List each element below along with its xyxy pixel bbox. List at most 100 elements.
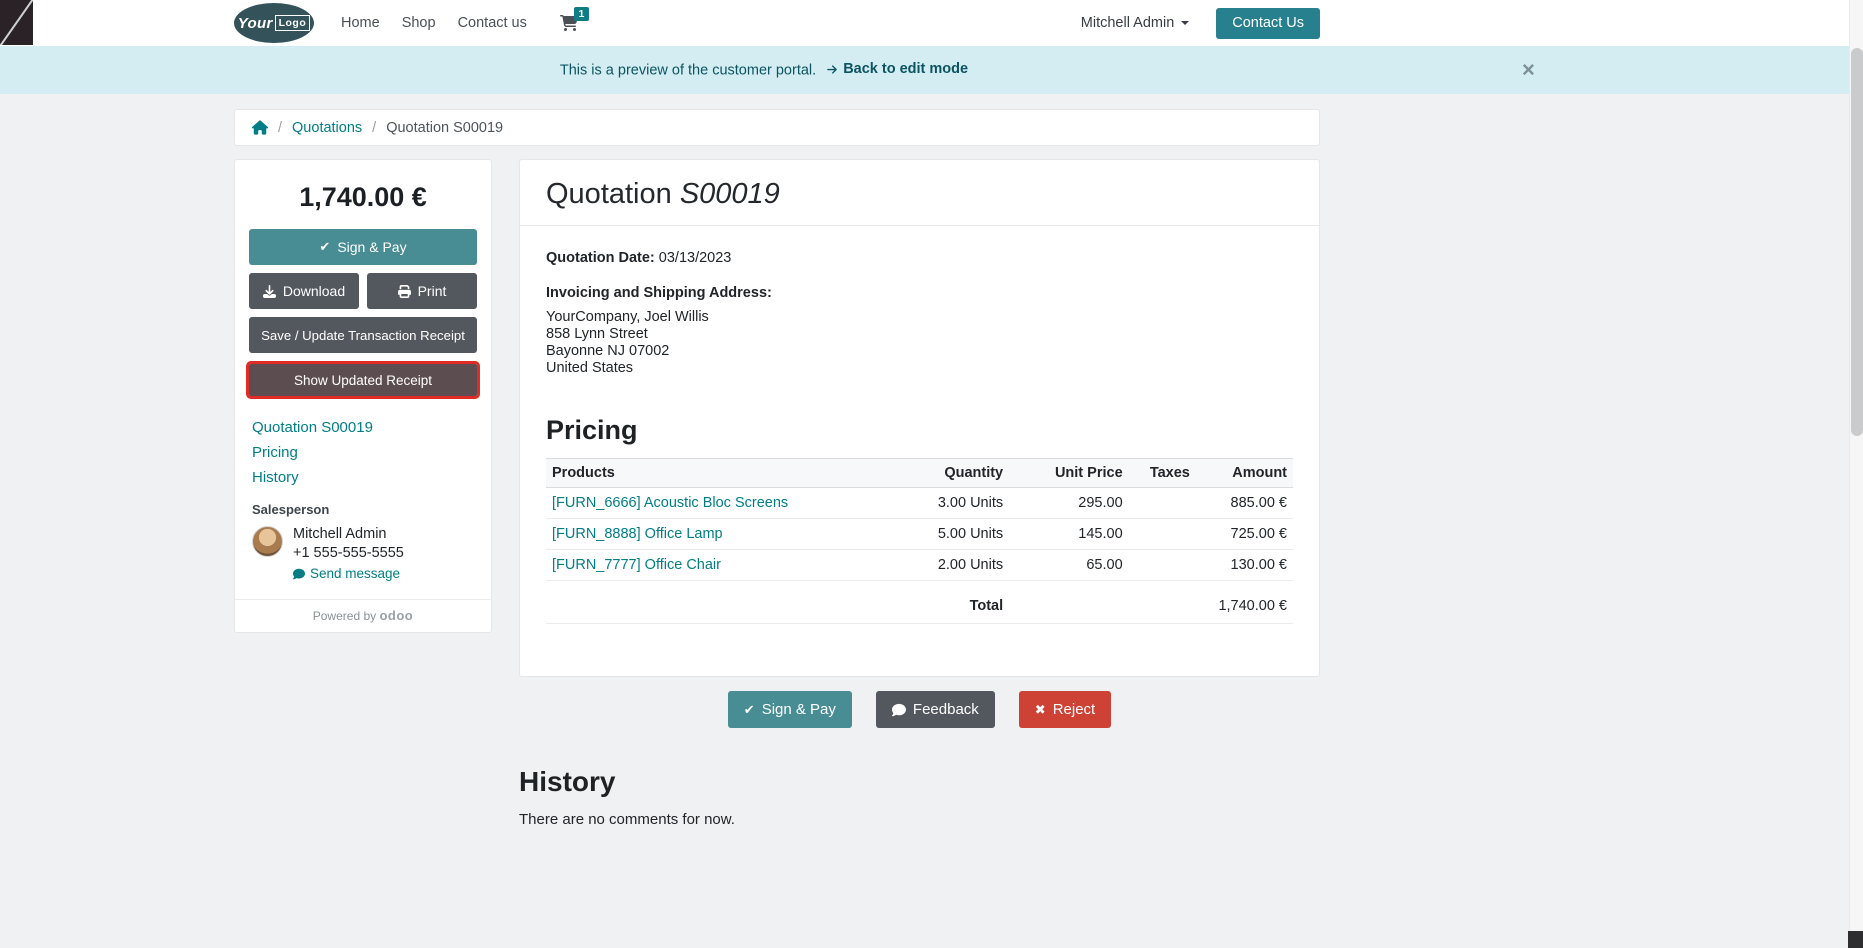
show-updated-receipt-button[interactable]: Show Updated Receipt (249, 364, 477, 396)
history-empty-message: There are no comments for now. (519, 811, 735, 829)
quotation-title: Quotation S00019 (520, 160, 1319, 226)
scrollbar-thumb[interactable] (1851, 48, 1863, 436)
download-print-row: Download Print (249, 273, 477, 309)
site-logo[interactable]: Your Logo (234, 3, 314, 43)
table-row: [FURN_7777] Office Chair 2.00 Units 65.0… (546, 549, 1293, 582)
nav-shop[interactable]: Shop (401, 15, 436, 31)
top-navbar: Your Logo Home Shop Contact us 1 Mitchel… (0, 0, 1863, 46)
breadcrumb-quotations[interactable]: Quotations (292, 119, 363, 136)
avatar (252, 526, 283, 557)
quotation-date-value: 03/13/2023 (658, 250, 732, 266)
preview-banner-content: This is a preview of the customer portal… (0, 61, 1528, 79)
back-to-edit-label: Back to edit mode (843, 61, 969, 78)
home-icon[interactable] (252, 120, 268, 135)
x-icon: ✖ (1034, 701, 1046, 717)
total-row: Total 1,740.00 € (546, 580, 1293, 625)
salesperson-phone: +1 555-555-5555 (293, 545, 404, 561)
quotation-title-prefix: Quotation (546, 178, 672, 210)
sidebar-link-history[interactable]: History (252, 469, 299, 486)
odoo-logo[interactable]: odoo (379, 607, 414, 623)
comment-icon (891, 703, 906, 717)
address-line: Bayonne NJ 07002 (546, 343, 670, 360)
sidebar-link-quotation[interactable]: Quotation S00019 (252, 419, 373, 436)
total-amount: 1,740.00 € (299, 182, 427, 212)
nav-contact-us[interactable]: Contact us (457, 15, 527, 31)
taxes-cell (1128, 549, 1196, 582)
quotation-date-label: Quotation Date: (546, 250, 655, 266)
product-link[interactable]: [FURN_6666] Acoustic Bloc Screens (552, 495, 789, 512)
empty-cell (1128, 580, 1196, 625)
feedback-button[interactable]: Feedback (875, 691, 995, 729)
quantity-cell: 2.00 Units (889, 549, 1010, 582)
history-heading: History (519, 766, 616, 798)
table-header-row: Products Quantity Unit Price Taxes Amoun… (546, 458, 1293, 489)
history-section: History There are no comments for now. (519, 766, 1863, 828)
table-row: [FURN_6666] Acoustic Bloc Screens 3.00 U… (546, 487, 1293, 520)
highlight-box: Show Updated Receipt (246, 361, 480, 399)
send-message-label: Send message (310, 566, 401, 581)
pricing-table: Products Quantity Unit Price Taxes Amoun… (546, 458, 1293, 625)
save-update-receipt-button[interactable]: Save / Update Transaction Receipt (249, 317, 477, 353)
download-label: Download (282, 283, 346, 299)
download-icon (262, 284, 276, 298)
contact-us-button[interactable]: Contact Us (1216, 7, 1320, 39)
pricing-heading: Pricing (546, 415, 638, 446)
address-line: 858 Lynn Street (546, 326, 648, 343)
col-products: Products (546, 458, 890, 489)
salesperson-name: Mitchell Admin (293, 526, 387, 542)
cart-badge: 1 (574, 7, 589, 21)
breadcrumb-current: Quotation S00019 (386, 119, 504, 136)
reject-button[interactable]: ✖ Reject (1018, 691, 1112, 729)
page-scrollbar[interactable] (1849, 0, 1863, 948)
quotation-card: Quotation S00019 Quotation Date: 03/13/2… (519, 159, 1320, 678)
arrow-right-icon (826, 64, 838, 75)
taxes-cell (1128, 487, 1196, 520)
table-row: [FURN_8888] Office Lamp 5.00 Units 145.0… (546, 518, 1293, 551)
salesperson-card: Mitchell Admin +1 555-555-5555 Send mess… (249, 526, 477, 585)
print-button[interactable]: Print (367, 273, 477, 309)
quotation-body: Quotation Date: 03/13/2023 Invoicing and… (520, 226, 1319, 676)
corner-marker (0, 0, 33, 45)
quotation-date: Quotation Date: 03/13/2023 (546, 250, 1293, 266)
nav-home[interactable]: Home (341, 15, 380, 31)
empty-cell (1009, 580, 1129, 625)
amount-cell: 725.00 € (1195, 518, 1293, 551)
total-label: Total (546, 580, 1010, 625)
col-quantity: Quantity (889, 458, 1010, 489)
col-taxes: Taxes (1128, 458, 1196, 489)
product-link[interactable]: [FURN_8888] Office Lamp (552, 526, 723, 543)
download-button[interactable]: Download (249, 273, 359, 309)
address-line: United States (546, 360, 634, 377)
product-link[interactable]: [FURN_7777] Office Chair (552, 557, 721, 574)
salesperson-label: Salesperson (252, 502, 330, 517)
user-menu[interactable]: Mitchell Admin (1080, 15, 1190, 31)
sign-pay-button[interactable]: ✔ Sign & Pay (249, 229, 477, 265)
preview-banner-message: This is a preview of the customer portal… (559, 62, 817, 79)
quantity-cell: 3.00 Units (889, 487, 1010, 520)
send-message-link[interactable]: Send message (293, 566, 400, 581)
user-menu-label: Mitchell Admin (1080, 15, 1175, 31)
amount-cell: 885.00 € (1195, 487, 1293, 520)
reject-label: Reject (1052, 701, 1096, 719)
sidebar-link-pricing[interactable]: Pricing (252, 444, 298, 461)
cart-button[interactable]: 1 (559, 7, 589, 31)
banner-close-icon[interactable]: × (1522, 57, 1535, 82)
salesperson-info: Mitchell Admin +1 555-555-5555 Send mess… (293, 526, 404, 585)
powered-by: Powered by odoo (235, 598, 491, 632)
quantity-cell: 5.00 Units (889, 518, 1010, 551)
logo-text-logo: Logo (274, 15, 311, 31)
unit-price-cell: 65.00 (1009, 549, 1129, 582)
check-icon: ✔ (319, 239, 331, 254)
sign-pay-bottom-label: Sign & Pay (761, 701, 836, 719)
preview-banner: This is a preview of the customer portal… (0, 46, 1863, 94)
main-nav: Home Shop Contact us (330, 9, 538, 37)
address-line: YourCompany, Joel Willis (546, 309, 709, 325)
sign-pay-bottom-button[interactable]: ✔ Sign & Pay (727, 691, 852, 729)
logo-text-your: Your (237, 14, 273, 32)
breadcrumb-separator: / (278, 119, 283, 136)
breadcrumb: / Quotations / Quotation S00019 (234, 109, 1320, 146)
back-to-edit-link[interactable]: Back to edit mode (826, 61, 968, 77)
quotation-sidebar: 1,740.00 € ✔ Sign & Pay Download Print (234, 159, 492, 633)
powered-by-label: Powered by (312, 608, 377, 623)
